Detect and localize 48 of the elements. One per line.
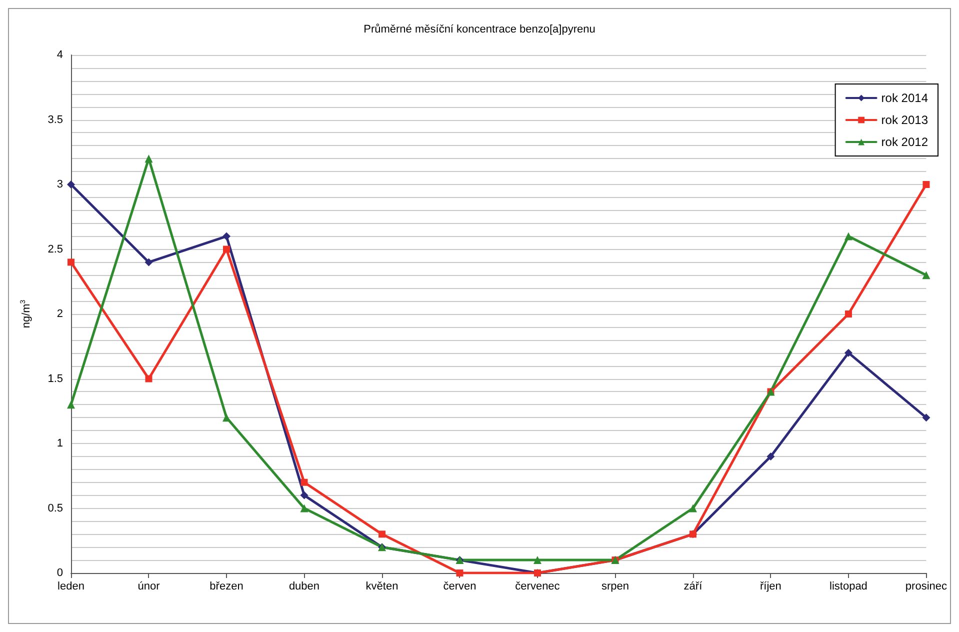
legend-label: rok 2013	[881, 113, 928, 127]
x-tick-label: srpen	[601, 580, 629, 592]
y-tick-label: 2	[56, 308, 63, 320]
point	[300, 478, 308, 486]
point	[378, 530, 386, 538]
y-tick-label: 0.5	[48, 502, 63, 514]
x-tick-label: únor	[138, 580, 160, 592]
y-tick-label: 4	[56, 49, 63, 61]
point	[222, 232, 230, 240]
y-tick-label: 2.5	[48, 243, 63, 256]
y-tick-label: 3.5	[48, 114, 63, 126]
point	[844, 348, 852, 357]
point	[456, 570, 464, 576]
point	[144, 258, 153, 266]
point	[145, 375, 152, 382]
x-tick-label: listopad	[830, 580, 868, 592]
x-tick-label: leden	[58, 580, 84, 592]
point	[922, 181, 930, 188]
point	[67, 400, 75, 409]
point	[688, 504, 697, 512]
point	[222, 246, 230, 253]
legend-label: rok 2014	[881, 91, 928, 105]
point	[222, 414, 230, 422]
chart-title: Průměrné měsíční koncentrace benzo[a]pyrenu	[364, 24, 596, 36]
y-tick-label: 1	[56, 438, 63, 450]
x-tick-label: květen	[366, 580, 398, 592]
x-tick-label: prosinec	[905, 580, 948, 592]
x-tick-label: červenec	[515, 580, 560, 592]
y-tick-label: 3	[56, 178, 63, 190]
y-tick-label: 0	[56, 567, 63, 579]
point	[766, 452, 775, 460]
x-tick-label: červen	[443, 580, 476, 592]
point	[67, 180, 75, 188]
x-tick-label: duben	[288, 580, 320, 592]
point	[922, 271, 930, 280]
y-tick-label: 1.5	[48, 372, 63, 385]
point	[533, 556, 542, 564]
x-tick-label: říjen	[760, 580, 782, 592]
point	[922, 414, 930, 422]
legend-label: rok 2012	[881, 135, 928, 149]
x-tick-label: březen	[210, 580, 244, 592]
x-tick-label: září	[684, 580, 704, 592]
point	[844, 232, 852, 240]
point	[68, 258, 74, 266]
point	[844, 310, 852, 318]
point	[300, 504, 308, 512]
point	[300, 491, 308, 500]
point	[144, 154, 153, 163]
